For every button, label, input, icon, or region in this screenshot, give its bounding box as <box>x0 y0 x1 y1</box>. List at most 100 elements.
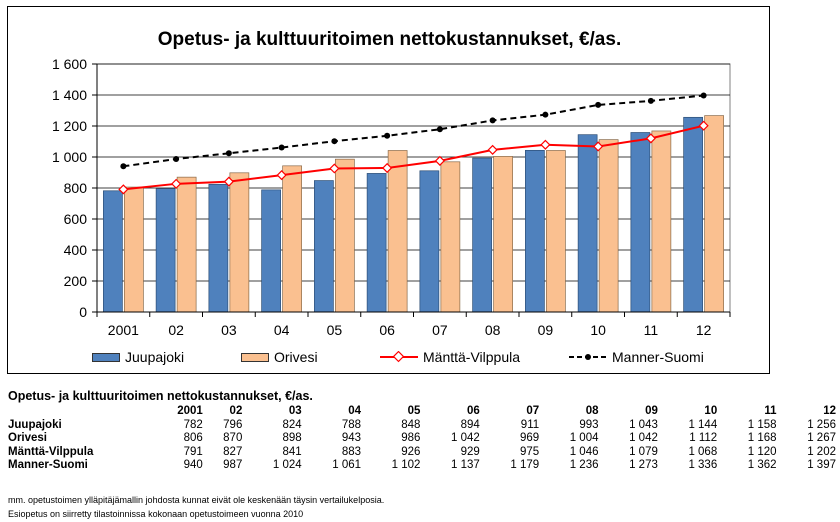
legend-line-mantta-vilppula <box>380 351 418 363</box>
point-manner-suomi-12 <box>700 92 707 99</box>
table-cell: 1 202 <box>807 445 836 458</box>
chart-frame: Opetus- ja kulttuuritoimen nettokustannu… <box>7 6 770 374</box>
table-cell: 1 043 <box>629 418 658 431</box>
footnote-1: mm. opetustoimen ylläpitäjämallin johdos… <box>8 495 385 505</box>
table-cell: 943 <box>341 432 362 444</box>
x-tick-label-05: 05 <box>327 322 343 338</box>
table-cell: 1 061 <box>332 459 362 471</box>
point-mantta-vilppula-03 <box>223 176 234 187</box>
point-manner-suomi-2001 <box>120 163 127 170</box>
table-cell: 898 <box>282 432 302 444</box>
chart-plot: 0 200 400 600 800 1 000 1 200 1 400 1 600 2001 02 0… <box>52 56 731 338</box>
table-cell: 1 397 <box>807 459 836 471</box>
bar-orivesi-2001 <box>124 186 144 313</box>
x-tick-label-04: 04 <box>274 322 290 338</box>
point-manner-suomi-10 <box>595 101 602 108</box>
table-cell: 929 <box>460 445 480 458</box>
table-cell: 827 <box>223 445 243 458</box>
table-year-05: 05 <box>407 405 421 417</box>
table-cell: 1 079 <box>629 445 658 458</box>
y-tick-label-800: 800 <box>64 180 88 196</box>
legend-line-manner-suomi <box>569 354 607 360</box>
point-mantta-vilppula-11 <box>645 133 656 144</box>
bar-orivesi-07 <box>440 161 461 313</box>
point-manner-suomi-08 <box>489 117 496 124</box>
bar-juupajoki-05 <box>314 180 334 313</box>
table-cell: 911 <box>520 418 540 431</box>
x-tick-label-08: 08 <box>485 322 501 338</box>
legend-item-juupajoki: Juupajoki <box>92 349 184 365</box>
point-manner-suomi-05 <box>331 138 338 145</box>
point-manner-suomi-11 <box>647 97 654 104</box>
table-cell: 870 <box>223 432 243 444</box>
bar-orivesi-04 <box>282 165 302 313</box>
y-tick-label-600: 600 <box>64 211 88 227</box>
table-cell: 1 236 <box>569 459 599 471</box>
point-mantta-vilppula-2001 <box>118 184 129 195</box>
point-mantta-vilppula-10 <box>593 141 604 152</box>
bar-orivesi-02 <box>176 176 197 313</box>
table-row: Juupajoki 782 796 824 788 848 894 911 993 1 043 1 … <box>8 419 836 433</box>
table-cell: 894 <box>460 418 480 431</box>
table-cell: 1 004 <box>569 432 599 444</box>
table-cell: 782 <box>183 418 203 431</box>
point-mantta-vilppula-06 <box>382 162 393 174</box>
bar-juupajoki-04 <box>261 189 281 313</box>
table-year-09: 09 <box>645 405 658 417</box>
y-tick-label-1200: 1 200 <box>52 118 87 134</box>
data-table: Opetus- ja kulttuuritoimen nettokustannu… <box>8 389 836 473</box>
x-tick-label-07: 07 <box>432 322 448 338</box>
table-row-label: Orivesi <box>8 432 47 444</box>
point-manner-suomi-09 <box>542 111 549 118</box>
point-mantta-vilppula-12 <box>698 120 709 131</box>
y-tick-label-0: 0 <box>79 304 87 320</box>
table-row-label: Manner-Suomi <box>8 459 88 471</box>
table-cell: 926 <box>401 445 421 458</box>
bar-orivesi-09 <box>546 150 566 313</box>
point-mantta-vilppula-07 <box>434 155 445 166</box>
point-mantta-vilppula-09 <box>540 139 551 150</box>
table-cell: 1 179 <box>510 459 540 471</box>
bar-orivesi-03 <box>229 172 250 313</box>
table-row-label: Mänttä-Vilppula <box>8 445 94 458</box>
table-cell: 1 068 <box>688 445 718 458</box>
legend-swatch-orivesi <box>241 352 269 362</box>
y-tick-label-200: 200 <box>64 273 88 289</box>
bar-juupajoki-06 <box>366 173 387 313</box>
table-year-03: 03 <box>288 405 302 417</box>
point-mantta-vilppula-05 <box>329 163 340 174</box>
table-cell: 969 <box>519 432 540 444</box>
chart-title: Opetus- ja kulttuuritoimen nettokustannu… <box>157 29 622 50</box>
table-title: Opetus- ja kulttuuritoimen nettokustannu… <box>8 389 313 404</box>
legend-label-manner-suomi: Manner-Suomi <box>612 349 704 365</box>
table-cell: 1 256 <box>807 418 836 431</box>
table-cell: 1 362 <box>747 459 777 471</box>
table-cell: 841 <box>282 445 302 458</box>
legend-item-mantta-vilppula: Mänttä-Vilppula <box>380 349 520 365</box>
table-cell: 1 273 <box>629 459 658 471</box>
table-cell: 993 <box>579 418 599 431</box>
x-tick-label-12: 12 <box>696 322 712 338</box>
y-tick-label-400: 400 <box>64 242 88 258</box>
table-cell: 1 046 <box>569 445 599 458</box>
bar-juupajoki-11 <box>630 132 651 313</box>
table-year-10: 10 <box>704 405 718 417</box>
line-manner-suomi <box>123 94 704 168</box>
point-mantta-vilppula-04 <box>276 170 287 181</box>
table-row-label: Juupajoki <box>8 418 62 431</box>
legend-label-juupajoki: Juupajoki <box>125 349 185 365</box>
x-tick-label-06: 06 <box>379 322 395 338</box>
point-manner-suomi-03 <box>225 150 232 157</box>
y-tick-label-1400: 1 400 <box>52 87 87 103</box>
point-mantta-vilppula-08 <box>487 144 498 155</box>
x-tick-label-02: 02 <box>168 322 184 338</box>
table-cell: 1 168 <box>747 432 777 444</box>
table-year-07: 07 <box>526 405 540 417</box>
bar-orivesi-12 <box>704 115 724 313</box>
legend-item-orivesi: Orivesi <box>241 349 318 365</box>
x-tick-label-09: 09 <box>538 322 554 338</box>
table-row: Manner-Suomi 940 987 1 024 1 061 1 102 1 137 1 … <box>8 459 836 473</box>
table-cell: 1 024 <box>272 459 302 471</box>
table-cell: 848 <box>401 418 421 431</box>
table-year-08: 08 <box>585 405 599 417</box>
